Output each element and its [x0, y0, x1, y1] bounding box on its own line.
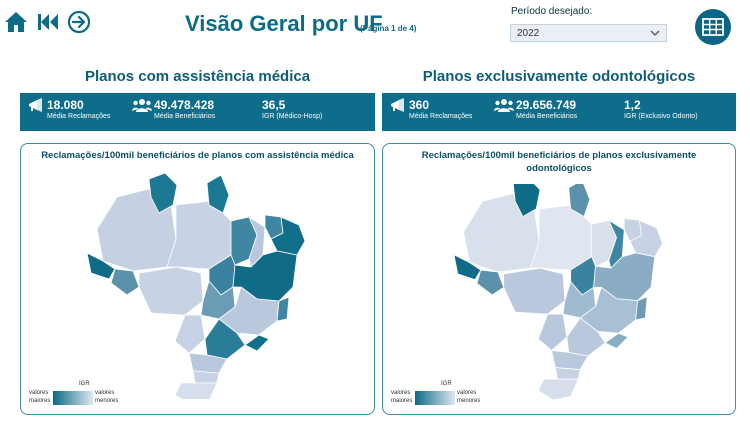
- dental-kpi-bar: 360 Média Reclamações 29.656.749 Média B…: [382, 93, 736, 131]
- table-view-button[interactable]: [695, 9, 731, 45]
- kpi-value: 1,2: [624, 98, 641, 112]
- megaphone-icon: [29, 98, 42, 112]
- legend-title: IGR: [441, 381, 452, 387]
- kpi-value: 49.478.428: [154, 98, 215, 112]
- state-pr[interactable]: [188, 352, 228, 374]
- dental-kpi-beneficiaries: 29.656.749 Média Beneficiários: [516, 98, 577, 120]
- skip-back-icon[interactable]: [36, 10, 60, 34]
- medical-kpi-beneficiaries: 49.478.428 Média Beneficiários: [154, 98, 215, 120]
- state-rr[interactable]: [512, 184, 541, 217]
- page-subtitle: (Página 1 de 4): [360, 24, 417, 33]
- legend-label: maiores: [29, 398, 51, 404]
- state-sc[interactable]: [192, 370, 220, 384]
- medical-kpi-bar: 18.080 Média Reclamações 49.478.428 Médi…: [20, 93, 375, 131]
- medical-igr-legend: IGR valores maiores valores menores: [29, 381, 139, 409]
- period-label: Período desejado:: [511, 6, 593, 17]
- state-ro[interactable]: [110, 268, 140, 296]
- kpi-value: 29.656.749: [516, 98, 577, 112]
- kpi-label: Média Reclamações: [409, 113, 473, 120]
- legend-label: maiores: [391, 398, 413, 404]
- legend-label: valores: [95, 390, 115, 396]
- dental-section-title: Planos exclusivamente odontológicos: [422, 68, 696, 85]
- kpi-value: 18.080: [47, 98, 84, 112]
- home-icon[interactable]: [4, 10, 28, 34]
- state-ac[interactable]: [453, 254, 482, 281]
- medical-kpi-complaints: 18.080 Média Reclamações: [47, 98, 110, 120]
- state-rr[interactable]: [148, 172, 178, 214]
- kpi-label: Média Beneficiários: [154, 113, 216, 120]
- medical-map-title: Reclamações/100mil beneficiários de plan…: [41, 150, 354, 161]
- kpi-label: IGR (Médico-Hosp): [262, 113, 323, 120]
- medical-brazil-map: [86, 172, 306, 399]
- state-ac[interactable]: [86, 252, 116, 280]
- period-selected-value: 2022: [517, 28, 540, 39]
- dental-igr-legend: IGR valores maiores valores menores: [391, 381, 501, 409]
- state-rj[interactable]: [604, 332, 629, 349]
- state-sc[interactable]: [554, 367, 581, 380]
- table-icon: [702, 18, 724, 36]
- state-mt[interactable]: [138, 266, 204, 316]
- kpi-value: 36,5: [262, 98, 286, 112]
- state-ap[interactable]: [206, 174, 230, 214]
- state-ro[interactable]: [476, 269, 505, 296]
- kpi-label: Média Reclamações: [47, 113, 111, 120]
- medical-kpi-igr: 36,5 IGR (Médico-Hosp): [262, 98, 322, 120]
- legend-label: valores: [457, 390, 477, 396]
- state-rs[interactable]: [174, 382, 218, 399]
- users-icon: [494, 99, 514, 112]
- arrow-circle-right-icon[interactable]: [67, 10, 91, 34]
- state-ap[interactable]: [568, 184, 591, 217]
- medical-section-title: Planos com assistência médica: [84, 68, 311, 85]
- state-pr[interactable]: [551, 350, 589, 370]
- dental-kpi-igr: 1,2 IGR (Exclusivo Odonto): [624, 98, 698, 120]
- kpi-value: 360: [409, 98, 430, 112]
- page-title: Visão Geral por UF: [185, 11, 383, 36]
- legend-title: IGR: [79, 381, 90, 387]
- chevron-down-icon: [650, 30, 660, 36]
- state-mt[interactable]: [503, 267, 566, 315]
- dental-kpi-complaints: 360 Média Reclamações: [409, 98, 472, 120]
- dental-brazil-map: [453, 184, 663, 401]
- kpi-label: Média Beneficiários: [516, 113, 578, 120]
- legend-label: menores: [457, 398, 481, 404]
- kpi-label: IGR (Exclusivo Odonto): [624, 113, 698, 120]
- state-go[interactable]: [200, 280, 236, 320]
- period-dropdown[interactable]: 2022: [510, 24, 667, 42]
- megaphone-icon: [391, 98, 404, 112]
- state-rj[interactable]: [244, 334, 270, 352]
- dental-map-title: Reclamações/100mil beneficiários de plan…: [421, 150, 697, 174]
- users-icon: [132, 99, 152, 112]
- state-ms[interactable]: [174, 314, 206, 354]
- state-rs[interactable]: [537, 378, 579, 401]
- legend-label: valores: [391, 390, 411, 396]
- legend-gradient: [415, 391, 455, 405]
- legend-label: valores: [29, 390, 49, 396]
- medical-map-panel: Reclamações/100mil beneficiários de plan…: [20, 143, 375, 415]
- state-es[interactable]: [635, 296, 648, 321]
- state-go[interactable]: [562, 281, 596, 319]
- state-es[interactable]: [276, 296, 290, 322]
- legend-gradient: [53, 391, 93, 405]
- dental-map-panel: Reclamações/100mil beneficiários de plan…: [382, 143, 736, 415]
- legend-label: menores: [95, 398, 119, 404]
- state-ms[interactable]: [537, 313, 568, 351]
